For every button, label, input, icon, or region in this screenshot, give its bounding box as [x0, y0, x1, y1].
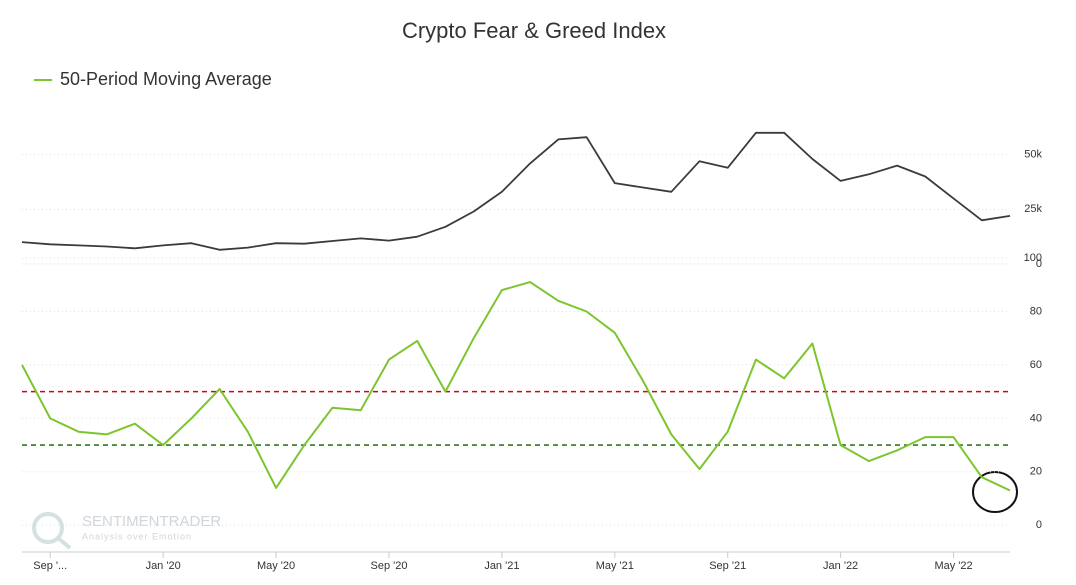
x-tick-label: May '22: [934, 560, 972, 572]
x-tick-label: Jan '22: [823, 560, 858, 572]
legend-label: 50-Period Moving Average: [60, 69, 272, 89]
y-tick-label: 25k: [1024, 203, 1042, 215]
data-line: [21, 131, 1011, 251]
x-tick-label: Sep '...: [33, 560, 67, 572]
x-tick-label: Jan '20: [146, 560, 181, 572]
x-tick-label: Sep '20: [370, 560, 407, 572]
chart-title: Crypto Fear & Greed Index: [402, 18, 666, 43]
x-tick-label: May '20: [257, 560, 295, 572]
y-tick-label: 60: [1030, 359, 1042, 371]
y-tick-label: 0: [1036, 258, 1042, 270]
watermark-logo: [56, 536, 72, 550]
y-tick-label: 0: [1036, 519, 1042, 531]
y-tick-label: 50k: [1024, 149, 1042, 161]
y-tick-label: 100: [1024, 252, 1042, 264]
watermark-logo: [32, 512, 64, 544]
y-tick-label: 80: [1030, 305, 1042, 317]
x-tick-label: May '21: [596, 560, 634, 572]
x-tick-label: Sep '21: [709, 560, 746, 572]
x-tick-label: Jan '21: [484, 560, 519, 572]
highlight-circle: [972, 471, 1018, 513]
y-tick-label: 40: [1030, 412, 1042, 424]
watermark-text: Analysis over Emotion: [82, 531, 192, 541]
data-line: [21, 281, 1011, 492]
watermark: SENTIMENTRADER Analysis over Emotion: [32, 512, 221, 550]
y-tick-label: 20: [1030, 466, 1042, 478]
watermark-text: SENTIMENTRADER: [82, 513, 221, 530]
